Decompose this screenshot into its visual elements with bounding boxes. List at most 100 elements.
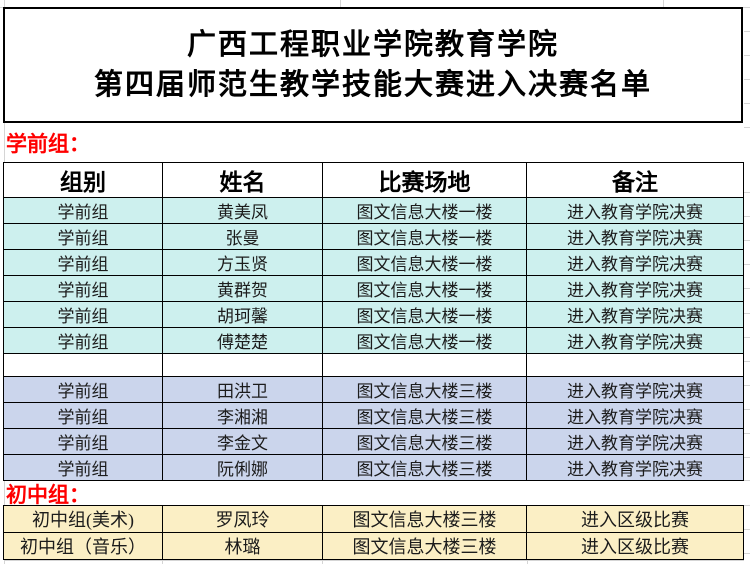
sheet-title-line1: 广西工程职业学院教育学院 [186,29,559,61]
grid-line [744,457,750,458]
table-row: 学前组 张曼 图文信息大楼一楼 进入教育学院决赛 [3,223,744,250]
cell-group[interactable]: 学前组 [3,223,163,250]
table-row: 学前组 方玉贤 图文信息大楼一楼 进入教育学院决赛 [3,249,744,276]
grid-line [744,103,750,104]
cell-venue[interactable]: 图文信息大楼三楼 [322,376,527,403]
cell-name[interactable]: 李金文 [162,428,323,455]
cell-name[interactable]: 林璐 [162,532,323,560]
grid-line [744,409,750,410]
cell-group[interactable]: 学前组 [3,428,163,455]
cell-remark[interactable]: 进入教育学院决赛 [526,376,744,403]
column-header-venue[interactable]: 比赛场地 [322,162,527,198]
cell-venue[interactable]: 图文信息大楼三楼 [322,505,527,533]
table-row: 学前组 黄群贺 图文信息大楼一楼 进入教育学院决赛 [3,275,744,302]
cell-name[interactable]: 黄美凤 [162,197,323,224]
cell-venue[interactable]: 图文信息大楼三楼 [322,532,527,560]
cell-venue[interactable]: 图文信息大楼一楼 [322,275,527,302]
cell-group[interactable]: 学前组 [3,249,163,276]
grid-line [744,553,750,554]
sheet-title-cell[interactable]: 广西工程职业学院教育学院 第四届师范生教学技能大赛进入决赛名单 [3,7,743,123]
grid-line [744,505,750,506]
cell-remark[interactable]: 进入教育学院决赛 [526,454,744,481]
empty-cell[interactable] [162,353,323,377]
cell-venue[interactable]: 图文信息大楼一楼 [322,223,527,250]
table-row: 初中组（音乐） 林璐 图文信息大楼三楼 进入区级比赛 [3,532,744,560]
grid-line [340,0,341,7]
cell-remark[interactable]: 进入教育学院决赛 [526,327,744,354]
column-header-name[interactable]: 姓名 [162,162,323,198]
grid-line [744,480,750,481]
cell-remark[interactable]: 进入教育学院决赛 [526,197,744,224]
table-row: 学前组 田洪卫 图文信息大楼三楼 进入教育学院决赛 [3,376,744,403]
grid-line [744,361,750,362]
cell-group[interactable]: 学前组 [3,327,163,354]
cell-group[interactable]: 学前组 [3,197,163,224]
preschool-table: 组别 姓名 比赛场地 备注 学前组 黄美凤 图文信息大楼一楼 进入教育学院决赛 … [3,162,744,481]
table-row: 学前组 黄美凤 图文信息大楼一楼 进入教育学院决赛 [3,197,744,224]
empty-spacer-row [3,353,744,377]
cell-group[interactable]: 初中组(美术) [3,505,163,533]
grid-line [4,560,744,561]
grid-line [744,313,750,314]
grid-line [744,127,750,128]
cell-remark[interactable]: 进入教育学院决赛 [526,275,744,302]
section-label-preschool[interactable]: 学前组： [6,132,90,156]
cell-venue[interactable]: 图文信息大楼一楼 [322,327,527,354]
cell-name[interactable]: 罗凤玲 [162,505,323,533]
cell-group[interactable]: 学前组 [3,402,163,429]
cell-group[interactable]: 学前组 [3,275,163,302]
cell-venue[interactable]: 图文信息大楼一楼 [322,197,527,224]
cell-name[interactable]: 傅楚楚 [162,327,323,354]
cell-venue[interactable]: 图文信息大楼三楼 [322,428,527,455]
cell-name[interactable]: 张曼 [162,223,323,250]
empty-cell[interactable] [322,353,527,377]
cell-remark[interactable]: 进入教育学院决赛 [526,301,744,328]
grid-line [744,529,750,530]
grid-line [744,337,750,338]
cell-remark[interactable]: 进入教育学院决赛 [526,402,744,429]
empty-cell[interactable] [3,353,163,377]
grid-line [744,240,750,241]
column-header-remark[interactable]: 备注 [526,162,744,198]
column-header-group[interactable]: 组别 [3,162,163,198]
table-row: 学前组 傅楚楚 图文信息大楼一楼 进入教育学院决赛 [3,327,744,354]
cell-remark[interactable]: 进入教育学院决赛 [526,223,744,250]
grid-line [744,264,750,265]
grid-line [744,385,750,386]
cell-venue[interactable]: 图文信息大楼一楼 [322,249,527,276]
cell-name[interactable]: 田洪卫 [162,376,323,403]
cell-name[interactable]: 胡珂馨 [162,301,323,328]
cell-remark[interactable]: 进入教育学院决赛 [526,249,744,276]
cell-name[interactable]: 阮俐娜 [162,454,323,481]
grid-line [744,216,750,217]
cell-remark[interactable]: 进入区级比赛 [526,532,744,560]
cell-group[interactable]: 初中组（音乐） [3,532,163,560]
cell-group[interactable]: 学前组 [3,301,163,328]
cell-venue[interactable]: 图文信息大楼一楼 [322,301,527,328]
cell-remark[interactable]: 进入区级比赛 [526,505,744,533]
grid-line [744,192,750,193]
section-label-junior[interactable]: 初中组： [6,483,90,507]
sheet-title-line2: 第四届师范生教学技能大赛进入决赛名单 [93,69,652,101]
table-row: 学前组 李金文 图文信息大楼三楼 进入教育学院决赛 [3,428,744,455]
cell-name[interactable]: 方玉贤 [162,249,323,276]
grid-line [744,433,750,434]
grid-line [663,0,664,7]
grid-line [744,31,750,32]
cell-remark[interactable]: 进入教育学院决赛 [526,428,744,455]
cell-group[interactable]: 学前组 [3,454,163,481]
table-row: 学前组 阮俐娜 图文信息大楼三楼 进入教育学院决赛 [3,454,744,481]
header-row: 组别 姓名 比赛场地 备注 [3,162,744,198]
cell-venue[interactable]: 图文信息大楼三楼 [322,454,527,481]
empty-cell[interactable] [526,353,744,377]
junior-table: 初中组(美术) 罗凤玲 图文信息大楼三楼 进入区级比赛 初中组（音乐） 林璐 图… [3,505,744,560]
grid-line [744,288,750,289]
table-row: 初中组(美术) 罗凤玲 图文信息大楼三楼 进入区级比赛 [3,505,744,533]
grid-line [744,55,750,56]
grid-line [744,79,750,80]
cell-name[interactable]: 黄群贺 [162,275,323,302]
cell-venue[interactable]: 图文信息大楼三楼 [322,402,527,429]
cell-group[interactable]: 学前组 [3,376,163,403]
cell-name[interactable]: 李湘湘 [162,402,323,429]
